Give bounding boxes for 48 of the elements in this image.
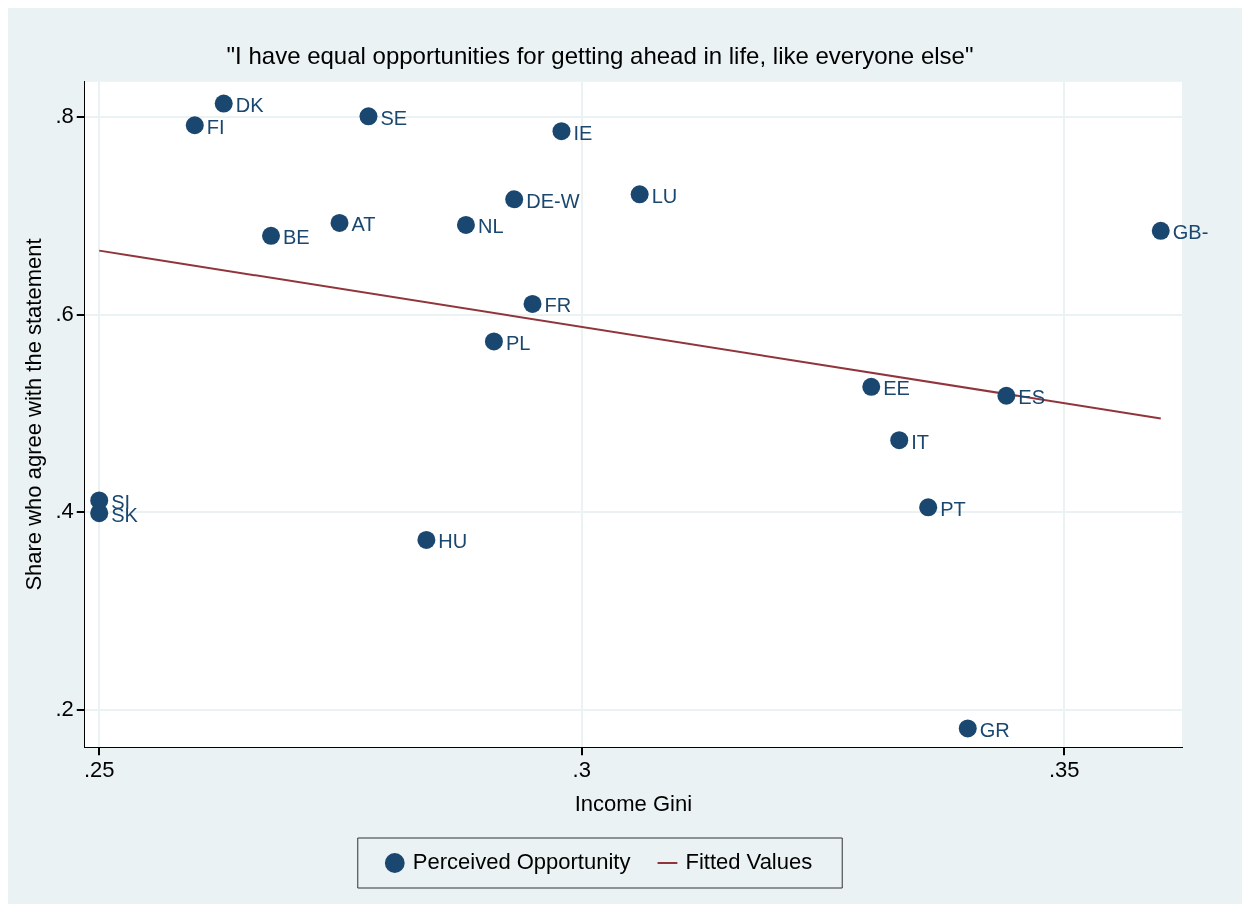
annotation: BE [283,226,310,249]
annotation: DK [235,94,265,117]
annotation: HU [438,530,468,553]
chart-title: "I have equal opportunities for getting ahead in life, like everyone else" [226,42,974,70]
point [456,215,475,234]
annotation: FI [206,115,225,138]
y-tick-label: .2 [55,695,74,721]
point [523,294,542,313]
annotation: DE-W [526,189,580,212]
x-tick-label: .3 [572,757,591,783]
annotation: GB- [1172,221,1209,244]
annotation: IE [573,121,593,144]
annotation: GR [979,718,1010,741]
point [417,530,436,549]
point [262,226,280,245]
x-tick-label: .25 [83,757,115,783]
point [958,719,977,738]
annotation: NL [477,215,504,238]
point [890,431,909,450]
point [330,213,349,232]
point [630,185,649,204]
annotation: PL [505,331,531,354]
point [484,332,503,351]
point [359,107,378,126]
legend-label: Fitted Values [685,849,813,875]
annotation: PT [940,497,966,520]
annotation: SE [380,106,408,129]
point [505,190,524,209]
annotation: AT [351,213,376,236]
y-tick-label: .4 [55,498,74,524]
point [862,377,881,396]
x-axis-title: Income Gini [574,790,693,816]
annotation: FR [544,294,572,317]
y-tick-label: .6 [55,300,74,326]
point [552,122,571,141]
x-tick-label: .35 [1048,757,1080,783]
legend-label: Perceived Opportunity [412,849,631,875]
y-tick-label: .8 [55,103,74,129]
point [214,94,233,113]
annotation: LU [651,184,678,207]
point [90,504,109,523]
point [1151,221,1170,240]
point [185,116,204,135]
annotation: IT [911,430,930,453]
point [997,386,1016,405]
annotation: EE [883,377,910,400]
y-axis-title: Share who agree with the statement [21,238,47,591]
point [919,498,938,517]
